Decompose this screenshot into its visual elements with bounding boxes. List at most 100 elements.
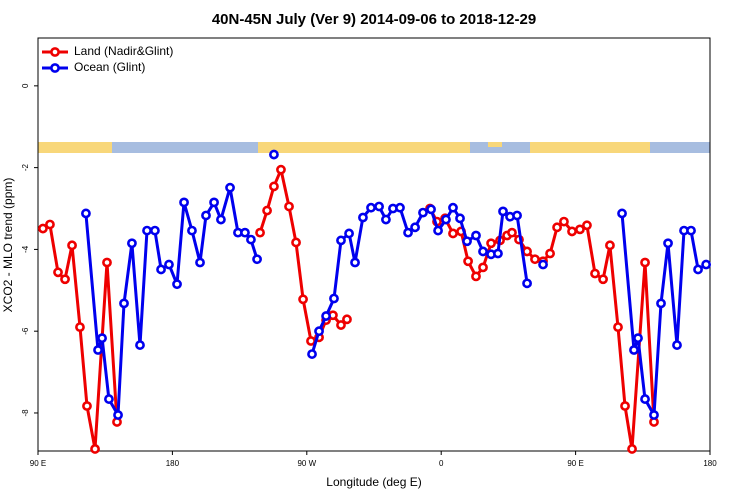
data-point — [93, 345, 103, 355]
data-point — [640, 257, 650, 268]
data-point — [225, 182, 235, 193]
data-point — [640, 394, 650, 404]
data-point — [142, 225, 152, 236]
land-band — [38, 142, 112, 153]
plot-frame — [37, 37, 711, 452]
data-point — [75, 322, 85, 332]
data-point — [67, 240, 77, 251]
data-point — [441, 214, 451, 225]
data-point — [656, 298, 666, 309]
data-point — [374, 201, 384, 212]
data-point — [342, 314, 352, 325]
data-point — [90, 444, 100, 454]
data-point — [512, 210, 522, 221]
data-point — [336, 235, 346, 246]
data-point — [672, 340, 682, 350]
data-point — [395, 202, 405, 213]
data-point — [478, 246, 488, 257]
data-point — [507, 227, 517, 238]
data-point — [269, 181, 279, 192]
land-band — [488, 142, 502, 147]
data-point — [613, 322, 623, 332]
ocean-band — [470, 142, 530, 153]
data-point — [150, 225, 160, 236]
data-point — [493, 248, 503, 259]
data-point — [119, 298, 129, 309]
x-tick-label: 0 — [439, 459, 444, 468]
data-point — [314, 326, 324, 337]
data-point — [498, 206, 508, 217]
data-point — [471, 230, 481, 241]
data-point — [53, 267, 63, 278]
data-point — [686, 225, 696, 236]
legend-marker — [50, 47, 60, 57]
data-point — [344, 228, 354, 239]
data-point — [463, 256, 473, 267]
data-point — [276, 164, 286, 175]
land-band — [530, 142, 650, 153]
data-point — [530, 254, 540, 265]
data-point — [455, 213, 465, 224]
y-tick-label: 0 — [21, 83, 30, 88]
data-point — [582, 220, 592, 231]
data-point — [448, 202, 458, 213]
series-line — [42, 168, 656, 451]
data-point — [187, 225, 197, 236]
data-point — [135, 340, 145, 350]
x-tick-label: 180 — [166, 459, 180, 468]
data-point — [663, 238, 673, 249]
data-point — [381, 214, 391, 225]
surface-mask — [38, 142, 710, 153]
data-point — [478, 262, 488, 273]
data-point — [629, 345, 639, 355]
y-tick-label: -6 — [21, 327, 30, 335]
legend-label: Ocean (Glint) — [74, 60, 145, 74]
y-tick-label: -2 — [21, 164, 30, 172]
data-point — [552, 222, 562, 233]
data-point — [298, 294, 308, 305]
data-point — [201, 210, 211, 221]
data-point — [575, 224, 585, 235]
data-point — [590, 268, 600, 279]
data-point — [97, 333, 107, 344]
data-point — [156, 264, 166, 275]
data-point — [252, 254, 262, 265]
land-band — [258, 142, 470, 153]
data-point — [426, 204, 436, 215]
data-point — [567, 226, 577, 237]
data-point — [522, 278, 532, 289]
data-point — [102, 257, 112, 268]
data-point — [113, 410, 123, 420]
legend-marker — [50, 63, 60, 73]
y-axis-label: XCO2 - MLO trend (ppm) — [1, 178, 15, 313]
data-point — [127, 238, 137, 249]
data-point — [164, 259, 174, 270]
data-point — [486, 238, 496, 249]
data-point — [448, 228, 458, 239]
data-point — [538, 259, 548, 270]
data-point — [255, 227, 265, 238]
data-point — [262, 205, 272, 216]
data-point — [462, 236, 472, 247]
x-tick-label: 90 E — [30, 459, 46, 468]
data-point — [649, 410, 659, 420]
data-point — [418, 207, 428, 218]
legend-label: Land (Nadir&Glint) — [74, 44, 173, 58]
data-point — [179, 197, 189, 208]
y-tick-label: -8 — [21, 409, 30, 417]
x-tick-label: 90 W — [297, 459, 316, 468]
data-point — [284, 201, 294, 212]
y-tick-label: -4 — [21, 245, 30, 253]
data-point — [209, 197, 219, 208]
data-point — [366, 202, 376, 213]
data-point — [605, 240, 615, 251]
data-point — [627, 444, 637, 454]
data-point — [195, 257, 205, 268]
data-point — [336, 320, 346, 330]
data-point — [216, 214, 226, 225]
ocean-band — [112, 142, 258, 153]
x-tick-label: 90 E — [567, 459, 583, 468]
chart-title: 40N-45N July (Ver 9) 2014-09-06 to 2018-… — [212, 11, 536, 28]
data-point — [45, 219, 55, 230]
